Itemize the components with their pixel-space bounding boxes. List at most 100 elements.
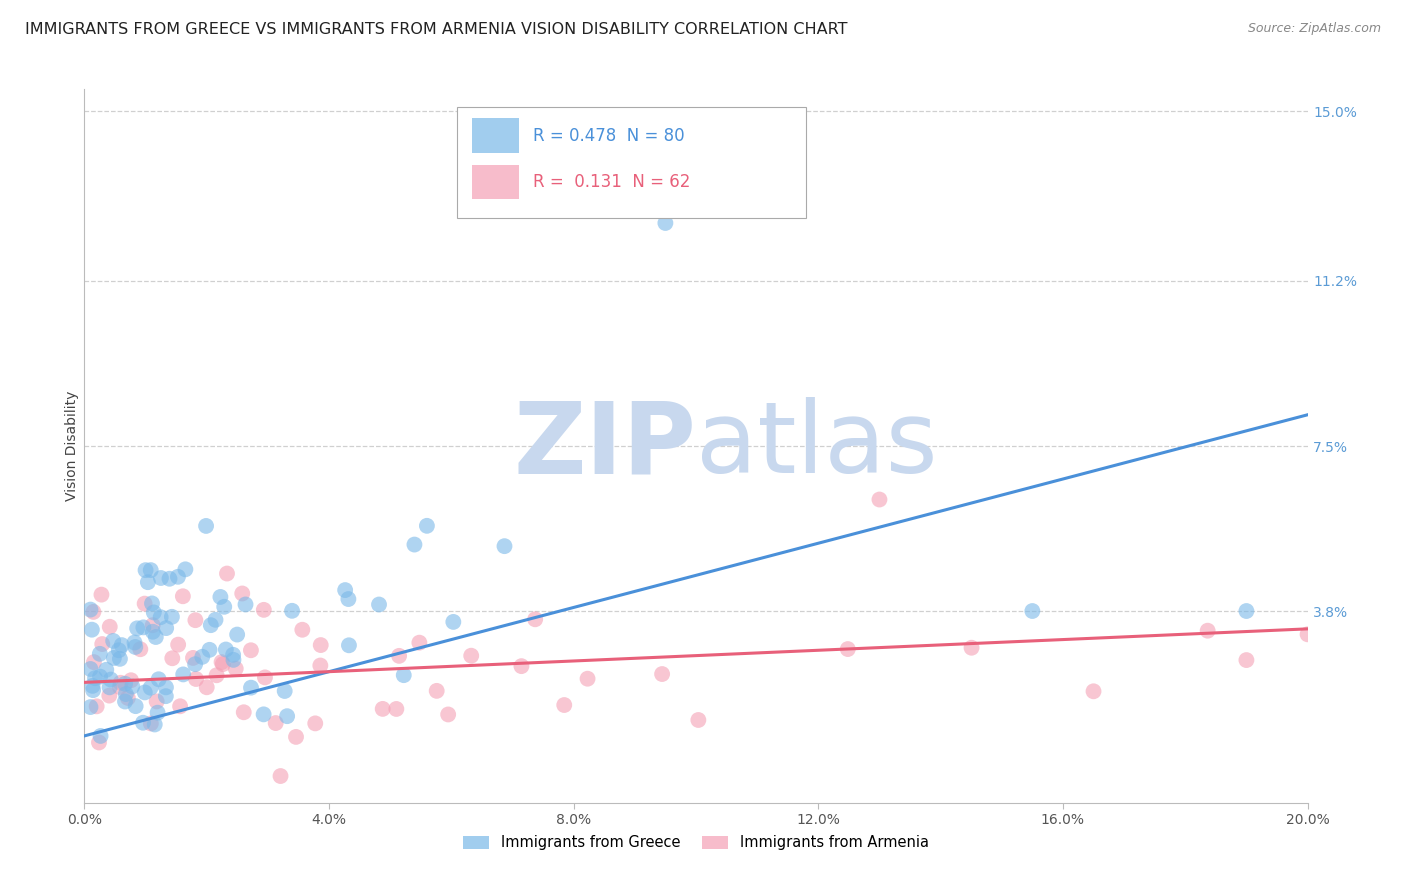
Point	[84, 671, 107, 685]
Point	[132, 715, 155, 730]
Point	[184, 613, 207, 627]
Point	[385, 702, 408, 716]
Point	[124, 640, 146, 654]
Point	[309, 658, 332, 673]
Text: atlas: atlas	[696, 398, 938, 494]
Point	[524, 612, 547, 626]
Point	[114, 677, 136, 691]
Point	[108, 680, 131, 694]
Point	[108, 652, 131, 666]
Point	[553, 698, 575, 712]
Point	[82, 683, 104, 698]
Point	[204, 613, 226, 627]
Point	[129, 642, 152, 657]
Point	[200, 618, 222, 632]
Point	[333, 583, 356, 598]
Point	[142, 606, 165, 620]
Point	[139, 716, 162, 731]
Point	[139, 681, 162, 695]
Point	[1021, 604, 1043, 618]
Point	[195, 519, 218, 533]
Point	[209, 590, 232, 604]
Point	[222, 648, 245, 662]
Point	[146, 706, 169, 720]
Point	[215, 642, 238, 657]
Point	[120, 673, 142, 688]
Point	[215, 566, 238, 581]
Point	[96, 663, 118, 677]
Point	[103, 651, 125, 665]
Point	[273, 684, 295, 698]
FancyBboxPatch shape	[472, 165, 519, 199]
Point	[195, 680, 218, 694]
Point	[281, 604, 304, 618]
Point	[960, 640, 983, 655]
Point	[688, 713, 710, 727]
Point	[141, 597, 163, 611]
Point	[184, 657, 207, 672]
Point	[115, 687, 138, 701]
Point	[211, 655, 233, 669]
Point	[285, 730, 308, 744]
Point	[127, 621, 149, 635]
Point	[371, 702, 394, 716]
Point	[160, 609, 183, 624]
Point	[155, 621, 177, 635]
FancyBboxPatch shape	[472, 119, 519, 153]
Point	[1083, 684, 1105, 698]
Text: R =  0.131  N = 62: R = 0.131 N = 62	[533, 173, 690, 191]
Point	[145, 630, 167, 644]
Point	[869, 492, 891, 507]
Point	[576, 672, 599, 686]
Point	[172, 589, 194, 603]
Point	[174, 562, 197, 576]
Point	[98, 681, 121, 695]
Point	[86, 699, 108, 714]
Point	[191, 649, 214, 664]
Point	[404, 537, 426, 551]
Point	[124, 635, 146, 649]
Point	[368, 598, 391, 612]
Point	[388, 648, 411, 663]
Point	[89, 647, 111, 661]
Point	[82, 605, 104, 619]
Point	[159, 572, 181, 586]
Point	[136, 575, 159, 590]
Point	[222, 653, 245, 667]
Point	[235, 598, 257, 612]
Point	[437, 707, 460, 722]
Point	[184, 672, 207, 686]
Point	[240, 681, 263, 695]
Point	[337, 592, 360, 607]
Point	[132, 620, 155, 634]
Text: ZIP: ZIP	[513, 398, 696, 494]
Point	[441, 615, 464, 629]
Point	[510, 659, 533, 673]
Point	[416, 518, 439, 533]
Point	[167, 638, 190, 652]
Point	[98, 620, 121, 634]
Point	[110, 675, 132, 690]
Point	[304, 716, 326, 731]
Point	[276, 709, 298, 723]
Point	[226, 627, 249, 641]
Point	[309, 638, 332, 652]
Point	[212, 599, 235, 614]
Point	[83, 655, 105, 669]
Point	[139, 563, 162, 577]
Point	[460, 648, 482, 663]
Text: IMMIGRANTS FROM GREECE VS IMMIGRANTS FROM ARMENIA VISION DISABILITY CORRELATION : IMMIGRANTS FROM GREECE VS IMMIGRANTS FRO…	[25, 22, 848, 37]
Y-axis label: Vision Disability: Vision Disability	[65, 391, 79, 501]
Text: Source: ZipAtlas.com: Source: ZipAtlas.com	[1247, 22, 1381, 36]
Point	[124, 699, 146, 714]
FancyBboxPatch shape	[457, 107, 806, 218]
Point	[98, 689, 121, 703]
Point	[121, 680, 143, 694]
Point	[134, 685, 156, 699]
Point	[169, 699, 191, 714]
Point	[225, 662, 247, 676]
Point	[89, 670, 111, 684]
Point	[111, 638, 134, 652]
Point	[654, 216, 676, 230]
Legend: Immigrants from Greece, Immigrants from Armenia: Immigrants from Greece, Immigrants from …	[457, 830, 935, 856]
